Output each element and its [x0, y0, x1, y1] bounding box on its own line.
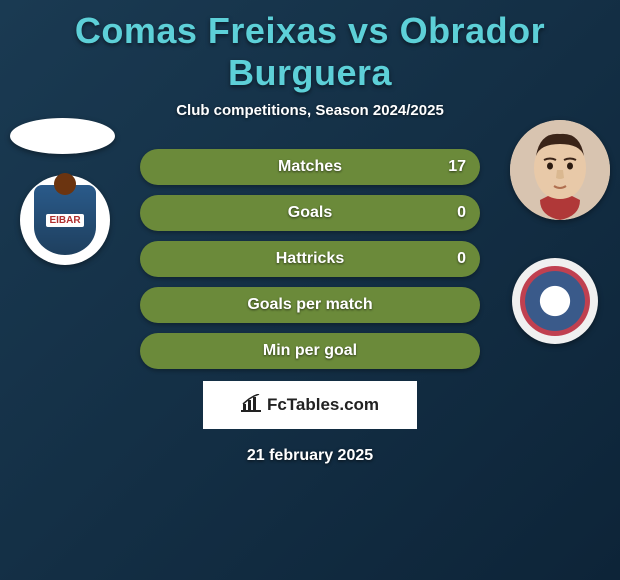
stat-row-goals: Goals 0: [140, 195, 480, 231]
stat-row-hattricks: Hattricks 0: [140, 241, 480, 277]
stat-row-min-per-goal: Min per goal: [140, 333, 480, 369]
stat-value-right: 0: [457, 204, 466, 222]
chart-icon: [241, 394, 261, 417]
stat-label: Goals per match: [247, 296, 372, 314]
brand-box[interactable]: FcTables.com: [203, 381, 417, 429]
date-text: 21 february 2025: [140, 447, 480, 465]
stat-value-right: 17: [448, 158, 466, 176]
stat-row-matches: Matches 17: [140, 149, 480, 185]
stats-container: Matches 17 Goals 0 Hattricks 0 Goals per…: [0, 149, 620, 465]
page-title: Comas Freixas vs Obrador Burguera: [0, 0, 620, 94]
stat-value-right: 0: [457, 250, 466, 268]
subtitle: Club competitions, Season 2024/2025: [0, 102, 620, 119]
stat-label: Matches: [278, 158, 342, 176]
stat-label: Hattricks: [276, 250, 344, 268]
stat-row-goals-per-match: Goals per match: [140, 287, 480, 323]
stat-label: Min per goal: [263, 342, 357, 360]
brand-text: FcTables.com: [267, 395, 379, 415]
stat-label: Goals: [288, 204, 332, 222]
